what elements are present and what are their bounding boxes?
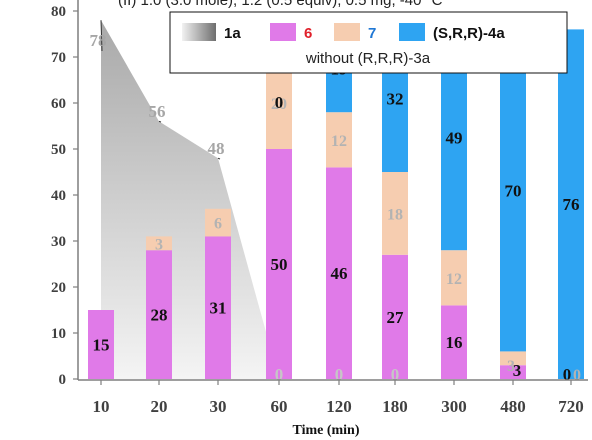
y-tick-label: 50 (51, 142, 66, 158)
bar-value-label: 16 (446, 333, 463, 352)
legend-swatch (270, 23, 296, 41)
zero-label: 0 (391, 365, 400, 384)
y-tick-label: 70 (51, 50, 66, 66)
bar-value-label: 27 (387, 308, 405, 327)
bar-value-label: 0 (275, 93, 284, 112)
bar-value-label: 12 (446, 271, 462, 288)
zero-label: 0 (275, 365, 284, 384)
area-value-label: 48 (208, 139, 225, 158)
bar-value-label: 3 (513, 361, 522, 380)
legend-label: (S,R,R)-4a (433, 25, 505, 42)
bar-value-label: 31 (210, 299, 227, 318)
chart-title-partial: (II) 1.0 (3.0 mole), 1.2 (0.5 equiv), 0.… (118, 0, 443, 9)
area-label-leader (100, 20, 103, 52)
area-value-label: 78 (90, 31, 107, 50)
y-axis: 0102030405060708090100 (51, 0, 79, 388)
bar-6 (205, 236, 231, 379)
area-label-leader (158, 120, 162, 123)
area-label-leader (217, 157, 221, 160)
x-tick-label: 10 (93, 397, 110, 416)
bar-value-label: 3 (155, 236, 163, 253)
x-tick-label: 120 (326, 397, 352, 416)
legend-frame (169, 11, 568, 74)
x-tick-label: 30 (210, 397, 227, 416)
x-tick-label: 480 (500, 397, 526, 416)
bar-4a (558, 29, 584, 380)
bar-value-label: 32 (387, 89, 404, 108)
legend-swatch (182, 23, 216, 41)
bar-6 (266, 149, 292, 379)
bar-value-label: 49 (446, 129, 463, 148)
x-tick-label: 720 (558, 397, 584, 416)
y-tick-label: 60 (51, 96, 66, 112)
legend-label: 6 (304, 25, 312, 42)
x-tick-label: 180 (382, 397, 408, 416)
bar-value-label: 3 (507, 358, 515, 375)
x-tick-label: 20 (151, 397, 168, 416)
y-tick-label: 40 (51, 188, 66, 204)
bar-value-label: 28 (151, 306, 168, 325)
bar-value-label: 12 (331, 133, 347, 150)
legend-swatch (399, 23, 425, 41)
x-tick-label: 300 (441, 397, 467, 416)
bar-7 (146, 236, 172, 251)
legend-label: 1a (224, 25, 241, 42)
bar-6 (146, 250, 172, 379)
y-tick-label: 80 (51, 4, 66, 20)
plot-area: 1528315046271630362012181230019324970760… (88, 20, 584, 384)
legend-label: 7 (368, 25, 376, 42)
x-axis-title: Time (min) (292, 423, 359, 438)
zero-label: 0 (335, 365, 344, 384)
bar-6 (382, 254, 408, 379)
bar-value-label: 76 (563, 195, 580, 214)
bar-value-label: 0 (573, 367, 581, 384)
x-axis: 10 20 30 60 120 180 300 480 720 (78, 379, 588, 416)
bar-value-label: 46 (331, 264, 348, 283)
bar-6 (88, 310, 114, 379)
x-tick-label: 60 (271, 397, 288, 416)
y-tick-label: 30 (51, 234, 66, 250)
bar-value-label: 20 (271, 96, 287, 113)
y-tick-label: 0 (59, 372, 67, 388)
area-1a (101, 20, 279, 379)
area-value-label: 56 (149, 102, 166, 121)
bar-6 (500, 365, 526, 379)
bar-6 (326, 167, 352, 379)
bar-value-label: 15 (93, 336, 110, 355)
bar-value-label: 50 (271, 255, 288, 274)
bar-6 (441, 305, 467, 379)
bar-7 (500, 351, 526, 366)
bar-7 (441, 250, 467, 306)
bar-value-label: 0 (563, 365, 572, 384)
legend-caption: without (R,R,R)-3a (305, 50, 431, 67)
bar-value-label: 18 (387, 206, 403, 223)
bar-7 (326, 112, 352, 168)
bar-4a (500, 29, 526, 352)
bar-value-label: 70 (505, 181, 522, 200)
bar-7 (382, 172, 408, 255)
bar-value-label: 6 (214, 216, 222, 233)
bar-7 (205, 208, 231, 237)
y-tick-label: 10 (51, 326, 66, 342)
y-tick-label: 20 (51, 280, 66, 296)
legend-swatch (334, 23, 360, 41)
